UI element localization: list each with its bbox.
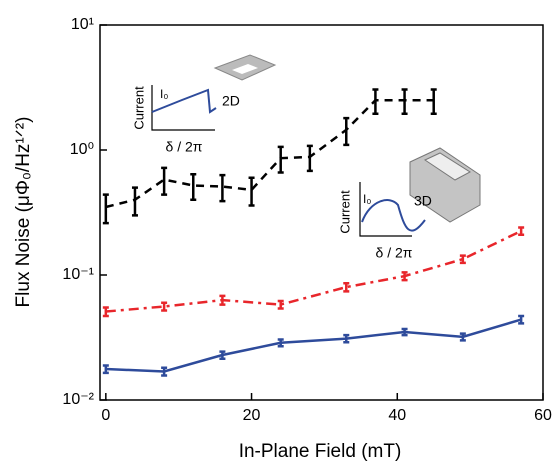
y-tick-label: 10⁻² — [62, 391, 94, 408]
inset-label: δ / 2π — [166, 139, 203, 155]
series-line — [106, 231, 521, 312]
inset-label: I₀ — [363, 192, 371, 206]
inset-label: 2D — [222, 93, 240, 109]
error-bar — [518, 227, 524, 234]
y-axis-label: Flux Noise (μΦ₀/Hz¹ᐟ²) — [13, 117, 34, 308]
y-tick-label: 10¹ — [71, 16, 94, 33]
error-bar — [307, 146, 313, 171]
inset-3d: Current I₀ δ / 2π 3D — [337, 148, 480, 261]
error-bar — [132, 188, 138, 216]
series-line — [106, 100, 434, 207]
inset-label: Current — [337, 190, 352, 234]
error-bar — [431, 89, 437, 113]
series-line — [106, 320, 521, 372]
x-tick-label: 60 — [534, 407, 552, 424]
inset-label: I₀ — [160, 87, 168, 101]
inset-label: Current — [131, 86, 146, 130]
chart: In-Plane Field (mT) Flux Noise (μΦ₀/Hz¹ᐟ… — [0, 0, 558, 468]
plot-frame — [100, 25, 543, 400]
y-tick-label: 10⁻¹ — [62, 266, 94, 283]
error-bar — [249, 178, 255, 206]
error-bar — [161, 303, 167, 311]
x-axis-label: In-Plane Field (mT) — [239, 441, 402, 462]
x-tick-label: 20 — [243, 407, 261, 424]
x-tick-label: 40 — [388, 407, 406, 424]
inset-label: 3D — [414, 193, 432, 209]
error-bar — [402, 89, 408, 113]
inset-label: δ / 2π — [376, 245, 413, 261]
error-bar — [103, 195, 109, 224]
x-tick-label: 0 — [101, 407, 110, 424]
y-tick-label: 10⁰ — [70, 141, 94, 158]
error-bar — [190, 174, 196, 200]
error-bar — [219, 175, 225, 201]
error-bar — [278, 147, 284, 173]
inset-axes — [360, 182, 412, 236]
inset-2d: Current I₀ δ / 2π 2D — [131, 55, 275, 155]
